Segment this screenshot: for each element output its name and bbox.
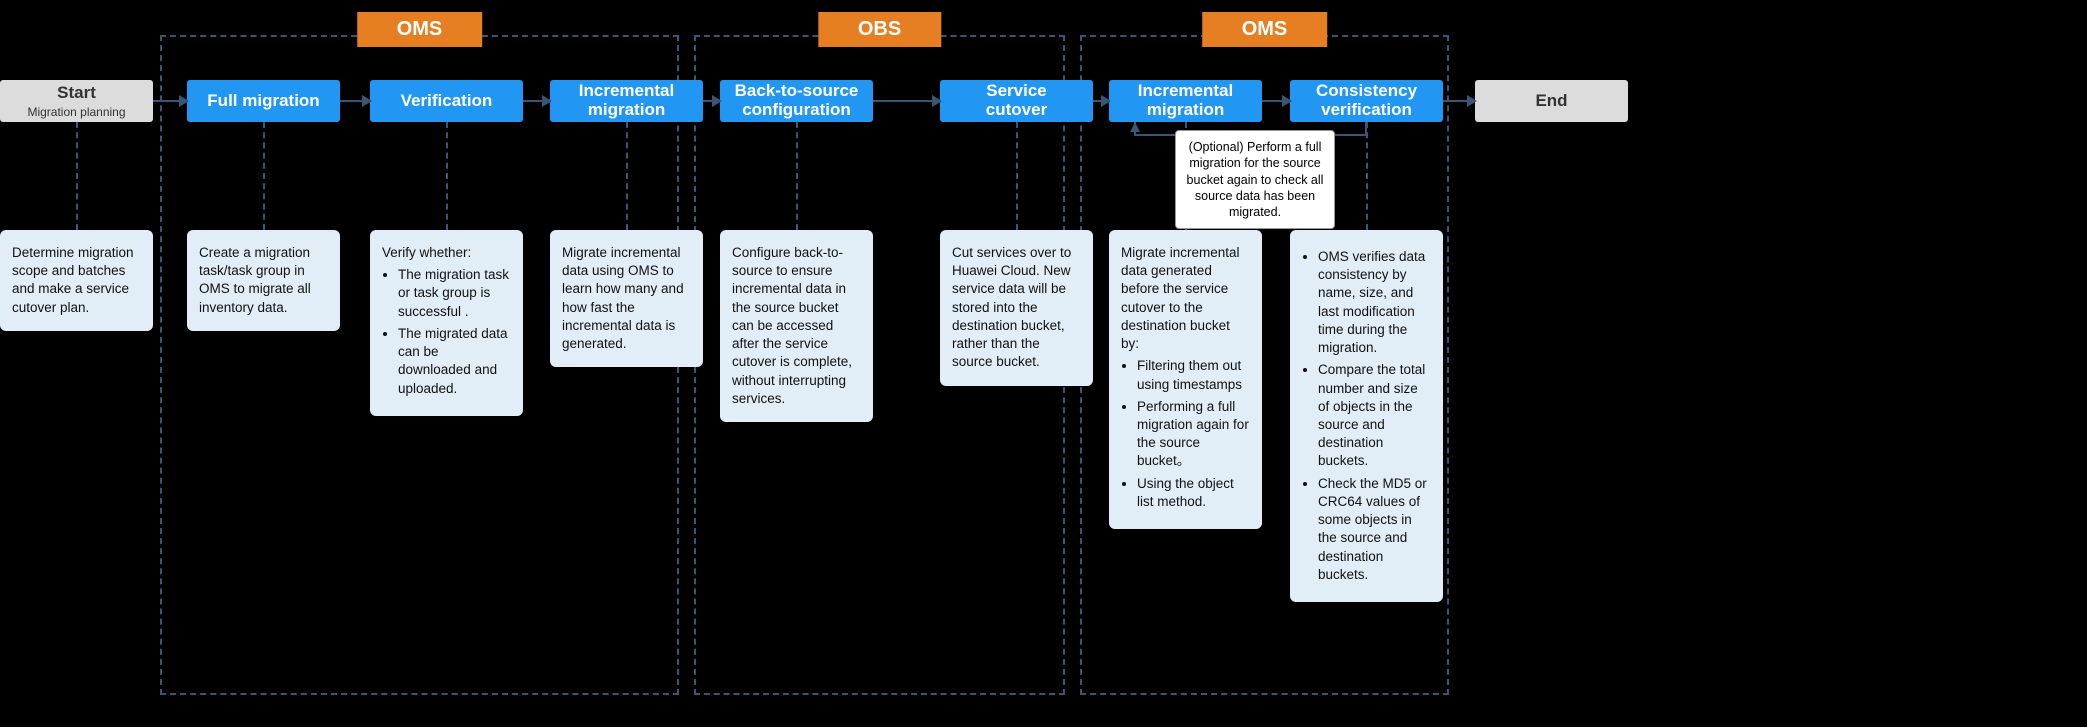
connector-dash (626, 122, 628, 230)
step-process: Servicecutover (940, 80, 1093, 122)
arrow (1262, 100, 1290, 102)
desc-box: Cut services over to Huawei Cloud. New s… (940, 230, 1093, 386)
arrow (873, 100, 940, 102)
arrow (1093, 100, 1109, 102)
arrow (153, 100, 187, 102)
desc-box: Migrate incremental data using OMS to le… (550, 230, 703, 367)
step-start: StartMigration planning (0, 80, 153, 122)
connector-dash (263, 122, 265, 230)
step-process: Consistencyverification (1290, 80, 1443, 122)
desc-box: Configure back-to-source to ensure incre… (720, 230, 873, 422)
desc-box: OMS verifies data consistency by name, s… (1290, 230, 1443, 602)
desc-box: Determine migration scope and batches an… (0, 230, 153, 331)
step-process: Verification (370, 80, 523, 122)
desc-box: Verify whether:The migration task or tas… (370, 230, 523, 416)
desc-box: Create a migration task/task group in OM… (187, 230, 340, 331)
connector-dash (796, 122, 798, 230)
step-end: End (1475, 80, 1628, 122)
step-process: Back-to-sourceconfiguration (720, 80, 873, 122)
panel-label: OMS (1202, 12, 1328, 47)
step-process: Incrementalmigration (1109, 80, 1262, 122)
connector-dash (1366, 122, 1368, 230)
arrow (523, 100, 550, 102)
arrow (340, 100, 370, 102)
desc-box: Migrate incremental data generated befor… (1109, 230, 1262, 529)
connector-dash (1016, 122, 1018, 230)
connector-dash (446, 122, 448, 230)
connector-dash (76, 122, 78, 230)
step-process: Incrementalmigration (550, 80, 703, 122)
step-process: Full migration (187, 80, 340, 122)
panel-label: OBS (818, 12, 941, 47)
arrow (1443, 100, 1475, 102)
loop-note: (Optional) Perform a full migration for … (1175, 130, 1335, 229)
panel-label: OMS (357, 12, 483, 47)
arrow (703, 100, 720, 102)
